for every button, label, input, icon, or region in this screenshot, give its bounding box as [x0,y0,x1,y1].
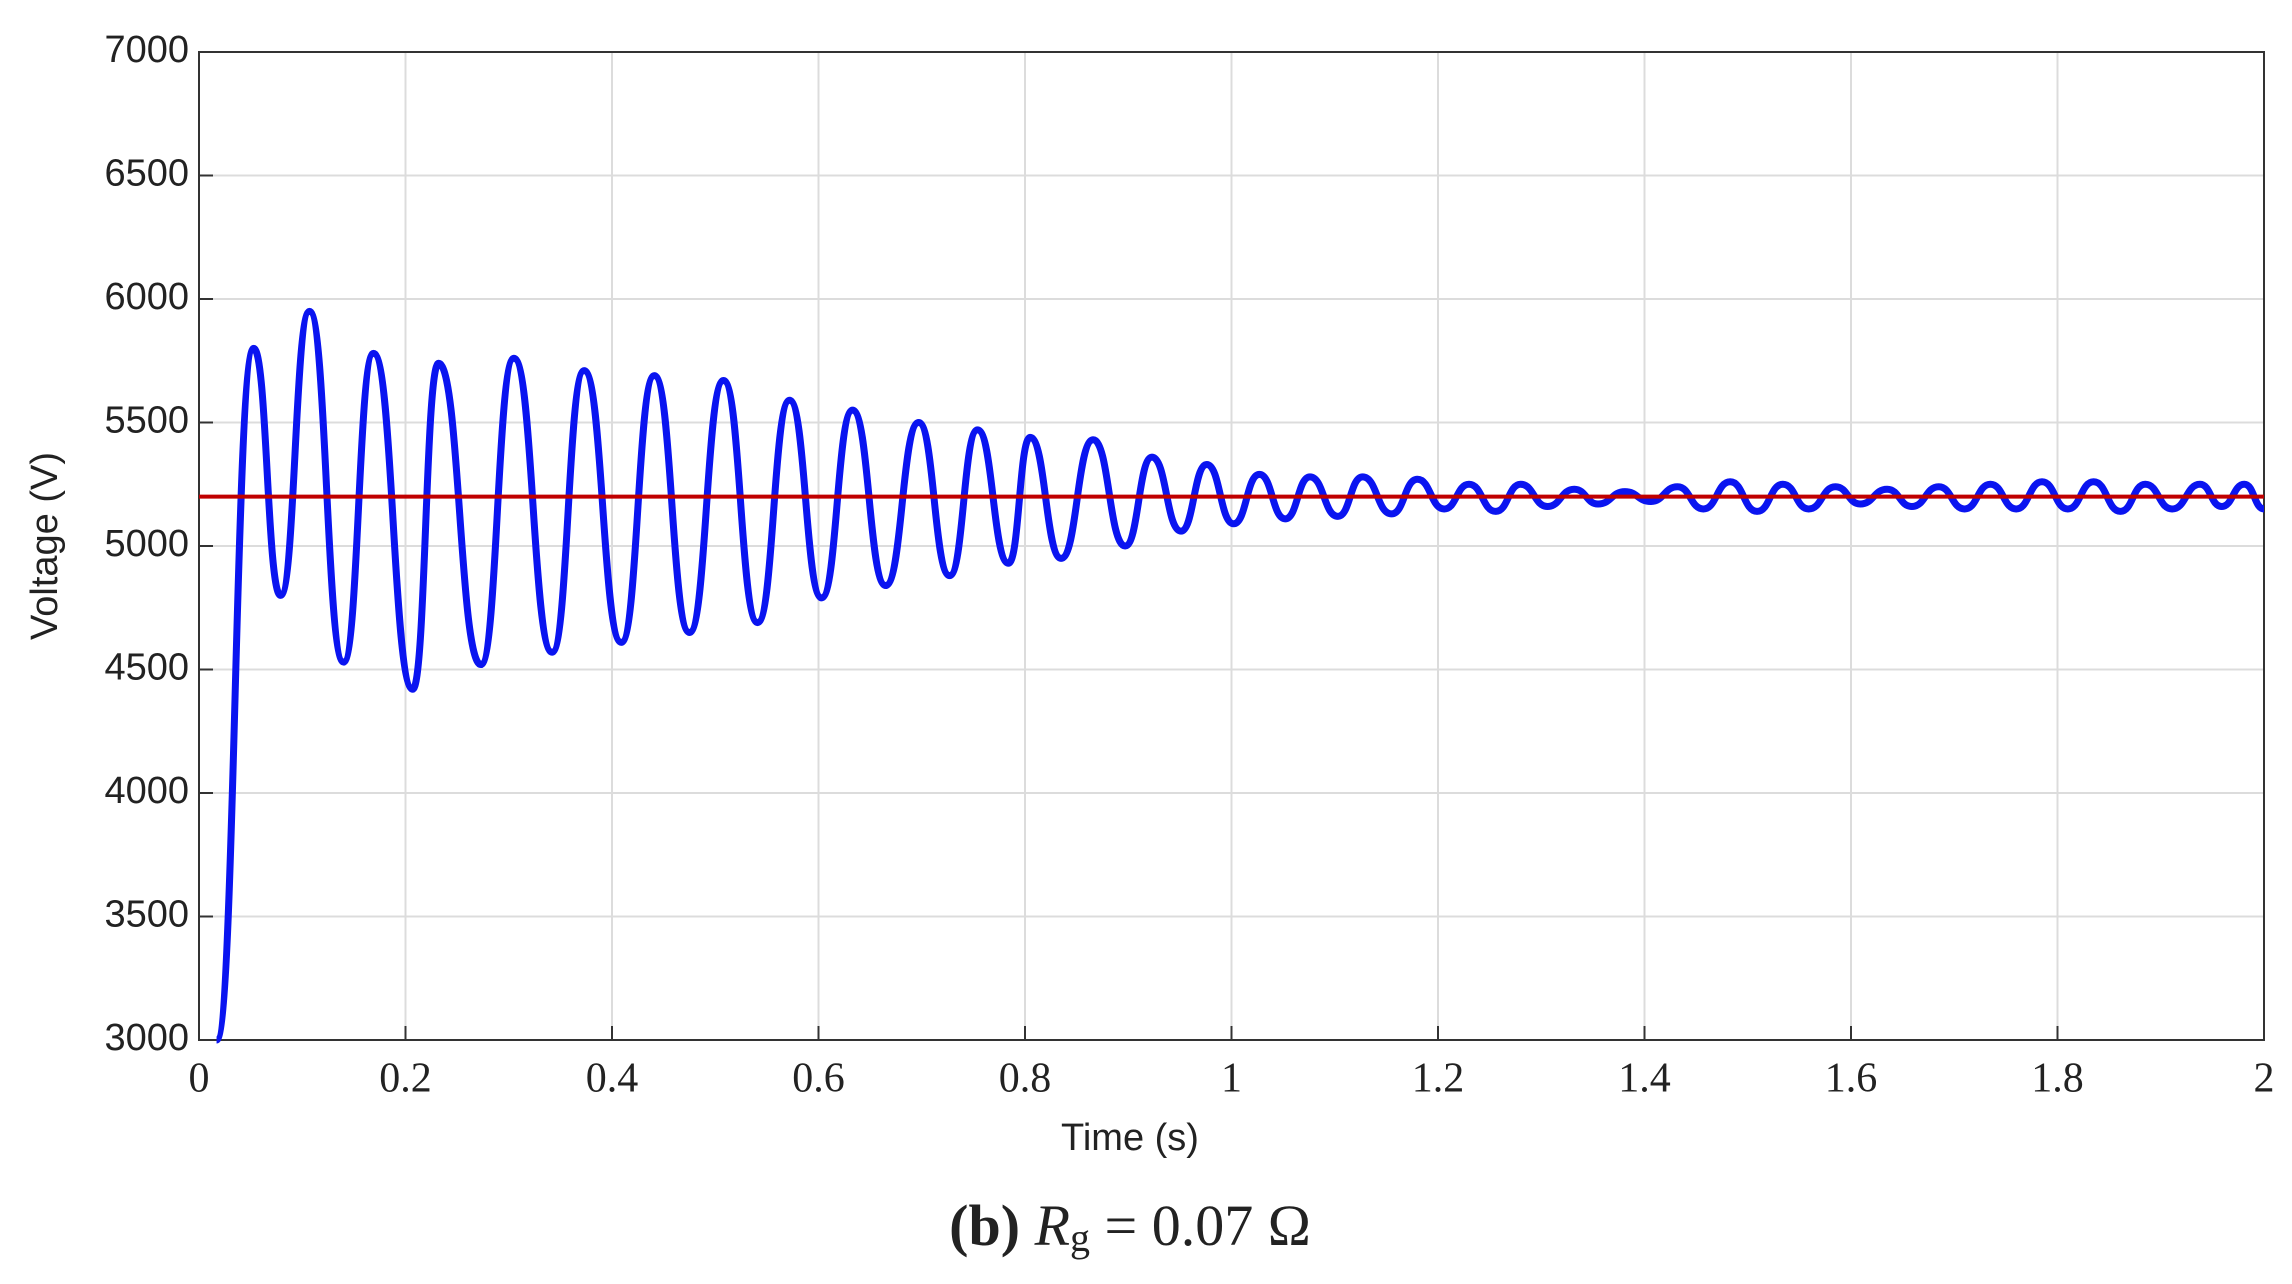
x-tick-label: 0.2 [379,1056,432,1102]
y-tick-label: 6500 [104,153,189,195]
caption-symbol: R [1034,1193,1070,1258]
y-tick-label: 3500 [104,894,189,936]
plot-frame [198,51,2265,1041]
x-tick-label: 1.6 [1825,1056,1878,1102]
caption-label: (b) [949,1193,1020,1258]
x-tick-label: 0.4 [586,1056,639,1102]
caption-value: = 0.07 Ω [1105,1193,1311,1258]
y-tick-label: 4000 [104,770,189,812]
x-tick-label: 0.6 [792,1056,845,1102]
y-tick-label: 4500 [104,647,189,689]
y-axis-title: Voltage (V) [24,452,66,640]
x-tick-label: 1 [1221,1056,1242,1102]
caption: (b) Rg = 0.07 Ω [949,1193,1311,1268]
caption-subscript: g [1070,1215,1090,1260]
x-tick-label: 0.8 [999,1056,1052,1102]
y-tick-label: 7000 [104,29,189,71]
y-tick-label: 5000 [104,523,189,565]
y-tick-label: 6000 [104,276,189,318]
x-tick-label: 1.2 [1412,1056,1465,1102]
y-tick-label: 5500 [104,400,189,442]
x-axis-title: Time (s) [1061,1117,1199,1159]
x-tick-label: 1.4 [1618,1056,1671,1102]
x-tick-label: 2 [2254,1056,2275,1102]
x-tick-label: 1.8 [2031,1056,2084,1102]
y-tick-label: 3000 [104,1017,189,1059]
x-tick-label: 0 [189,1056,210,1102]
